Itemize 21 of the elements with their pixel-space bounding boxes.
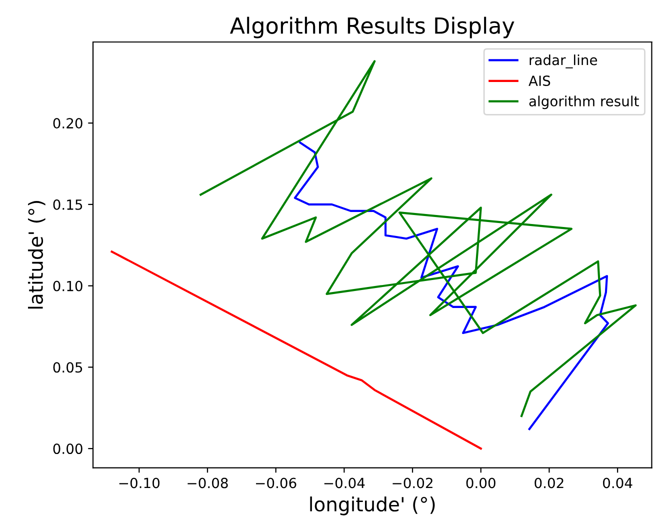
x-axis-title: longitude' (°)	[310, 496, 435, 516]
x-tick-label: 0.00	[466, 478, 496, 488]
x-tick-label: −0.02	[392, 478, 432, 488]
line-series	[110, 250, 482, 450]
y-tick-label: 0.20	[53, 118, 82, 129]
y-axis-title: latitude' (°)	[28, 201, 46, 309]
x-tick-label: 0.02	[534, 478, 564, 488]
x-tick-label: −0.06	[256, 478, 296, 488]
y-tick-label: 0.00	[53, 444, 82, 454]
x-tick-label: 0.04	[603, 478, 632, 488]
chart-title: Algorithm Results Display	[230, 16, 514, 38]
x-tick-label: −0.08	[188, 478, 228, 488]
line-series	[294, 142, 610, 430]
x-tick-label: −0.04	[324, 478, 365, 488]
legend-label: radar_line	[530, 54, 598, 68]
y-tick-label: 0.05	[53, 362, 82, 373]
y-tick-label: 0.15	[53, 199, 82, 210]
legend-label: AIS	[528, 76, 550, 86]
legend-label: algorithm result	[529, 96, 639, 110]
y-tick-label: 0.10	[53, 280, 82, 292]
x-tick-label: −0.10	[119, 478, 160, 488]
